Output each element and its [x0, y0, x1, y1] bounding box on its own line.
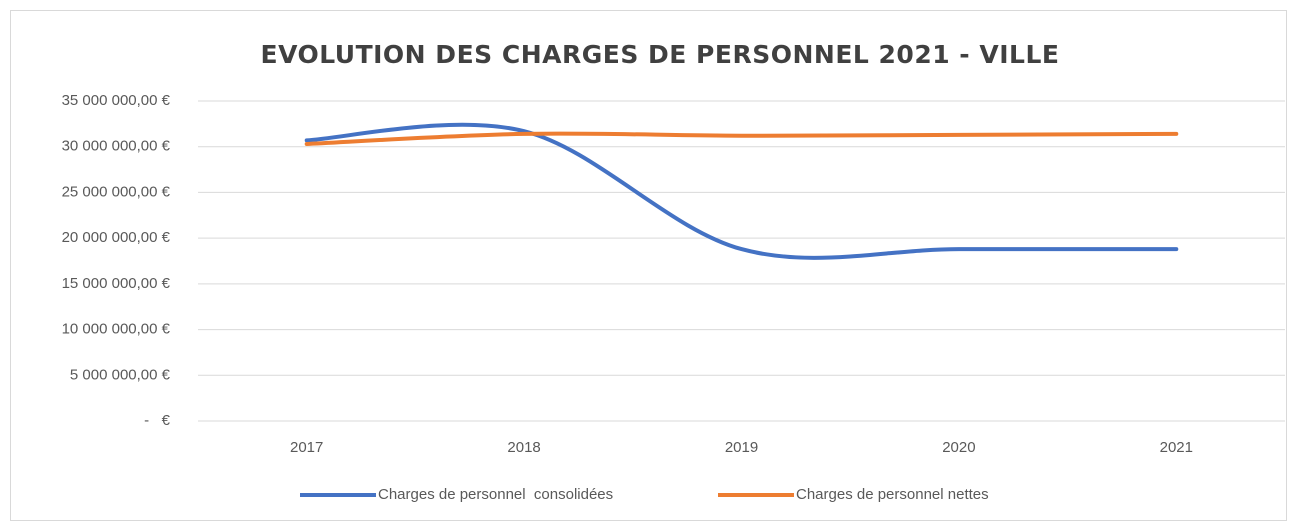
legend-label: Charges de personnel consolidées	[378, 486, 613, 503]
chart-title: EVOLUTION DES CHARGES DE PERSONNEL 2021 …	[261, 40, 1060, 69]
y-tick-label: 30 000 000,00 €	[62, 138, 171, 155]
x-tick-label: 2020	[942, 439, 975, 456]
x-tick-label: 2017	[290, 439, 323, 456]
y-tick-label: 10 000 000,00 €	[62, 321, 171, 338]
y-tick-label: - €	[144, 412, 170, 429]
x-tick-label: 2021	[1160, 439, 1193, 456]
y-tick-label: 25 000 000,00 €	[62, 183, 171, 200]
series-line	[304, 131, 1179, 146]
y-tick-label: 20 000 000,00 €	[62, 229, 171, 246]
y-tick-label: 15 000 000,00 €	[62, 275, 171, 292]
chart-border	[10, 10, 1287, 521]
y-tick-label: 35 000 000,00 €	[62, 92, 171, 109]
x-tick-label: 2018	[507, 439, 540, 456]
y-tick-label: 5 000 000,00 €	[70, 366, 171, 383]
legend-label: Charges de personnel nettes	[796, 486, 989, 503]
x-tick-label: 2019	[725, 439, 758, 456]
series-line	[304, 122, 1179, 260]
